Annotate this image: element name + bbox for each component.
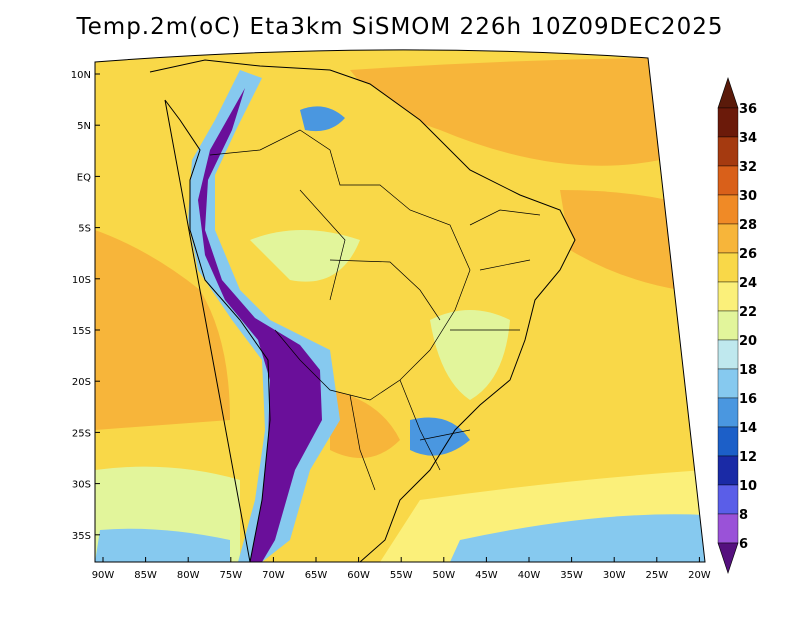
lon-tick-label: 70W xyxy=(262,570,285,581)
colorbar-label: 30 xyxy=(739,189,757,204)
colorbar-bin xyxy=(717,484,739,515)
guiana-highlands-cold xyxy=(300,106,345,132)
chaco-warm-area xyxy=(330,390,400,458)
lat-tick-label: 10N xyxy=(71,70,91,81)
andes-cold-region xyxy=(198,88,322,562)
colorbar-bin xyxy=(717,368,739,399)
lat-tick-label: 25S xyxy=(72,428,91,439)
colorbar-bin xyxy=(717,136,739,167)
temperature-field xyxy=(95,49,705,562)
southeast-cool-area xyxy=(430,310,510,400)
colorbar-bin xyxy=(717,223,739,254)
colorbar-label: 36 xyxy=(739,102,757,117)
colorbar-label: 6 xyxy=(739,537,748,552)
lon-tick-label: 20W xyxy=(688,570,711,581)
lon-tick-label: 40W xyxy=(518,570,541,581)
colorbar-label: 18 xyxy=(739,363,757,378)
lat-tick-label: 20S xyxy=(72,377,91,388)
colorbar-label: 22 xyxy=(739,305,757,320)
lat-tick-label: 10S xyxy=(72,275,91,286)
lon-tick-label: 90W xyxy=(92,570,115,581)
colorbar: 36 34 32 30 28 26 24 22 20 18 16 14 12 10 8 6 xyxy=(717,77,757,574)
lat-tick-label: 5N xyxy=(77,121,91,132)
atlantic-warm-region-north xyxy=(350,58,660,166)
lon-tick-label: 55W xyxy=(390,570,413,581)
colorbar-label: 14 xyxy=(739,421,757,436)
colorbar-label: 32 xyxy=(739,160,757,175)
lon-tick-label: 45W xyxy=(475,570,498,581)
lat-tick-label: 35S xyxy=(72,531,91,542)
colorbar-label: 12 xyxy=(739,450,757,465)
colorbar-bin xyxy=(717,455,739,486)
south-atlantic-cold-region xyxy=(450,514,705,562)
lat-tick-label: 5S xyxy=(78,224,91,235)
page-title: Temp.2m(oC) Eta3km SiSMOM 226h 10Z09DEC2… xyxy=(76,14,724,40)
lon-tick-label: 30W xyxy=(603,570,626,581)
colorbar-bin xyxy=(717,513,739,544)
colorbar-bin xyxy=(717,310,739,341)
colorbar-bin xyxy=(717,397,739,428)
colorbar-label: 26 xyxy=(739,247,757,262)
lon-tick-label: 35W xyxy=(560,570,583,581)
lon-tick-label: 25W xyxy=(645,570,668,581)
colorbar-label: 24 xyxy=(739,276,757,291)
colorbar-bin xyxy=(717,194,739,225)
colorbar-bin xyxy=(717,107,739,138)
longitude-axis: 90W 85W 80W 75W 70W 65W 60W 55W 50W 45W 40W 35W 30W 2… xyxy=(92,557,711,581)
colorbar-label: 10 xyxy=(739,479,757,494)
colorbar-label: 34 xyxy=(739,131,757,146)
south-america-land xyxy=(150,60,575,562)
lon-tick-label: 65W xyxy=(305,570,328,581)
colorbar-bin xyxy=(717,252,739,283)
colorbar-bin xyxy=(717,426,739,457)
colorbar-bin xyxy=(717,339,739,370)
lat-tick-label: EQ xyxy=(77,172,91,183)
south-cool-area xyxy=(410,417,470,456)
south-cold-region xyxy=(95,528,230,562)
colorbar-label: 16 xyxy=(739,392,757,407)
lon-tick-label: 60W xyxy=(347,570,370,581)
colorbar-label: 8 xyxy=(739,508,748,523)
lon-tick-label: 85W xyxy=(134,570,157,581)
colorbar-label: 20 xyxy=(739,334,757,349)
lat-tick-label: 30S xyxy=(72,480,91,491)
coastline-and-borders xyxy=(149,59,576,563)
lon-tick-label: 50W xyxy=(432,570,455,581)
lon-tick-label: 75W xyxy=(219,570,242,581)
domain-frame xyxy=(94,49,706,563)
colorbar-top-cap xyxy=(717,77,739,109)
amazon-cool-area xyxy=(250,230,360,282)
atlantic-warm-region-east xyxy=(560,190,680,290)
lon-tick-label: 80W xyxy=(177,570,200,581)
lat-tick-label: 15S xyxy=(72,326,91,337)
latitude-axis: 10N 5N EQ 5S 10S 15S 20S 25S 30S 35S xyxy=(71,70,100,542)
colorbar-bin xyxy=(717,281,739,312)
colorbar-label: 28 xyxy=(739,218,757,233)
colorbar-bin xyxy=(717,165,739,196)
colorbar-bottom-cap xyxy=(717,542,739,574)
pacific-warm-region xyxy=(95,230,230,430)
